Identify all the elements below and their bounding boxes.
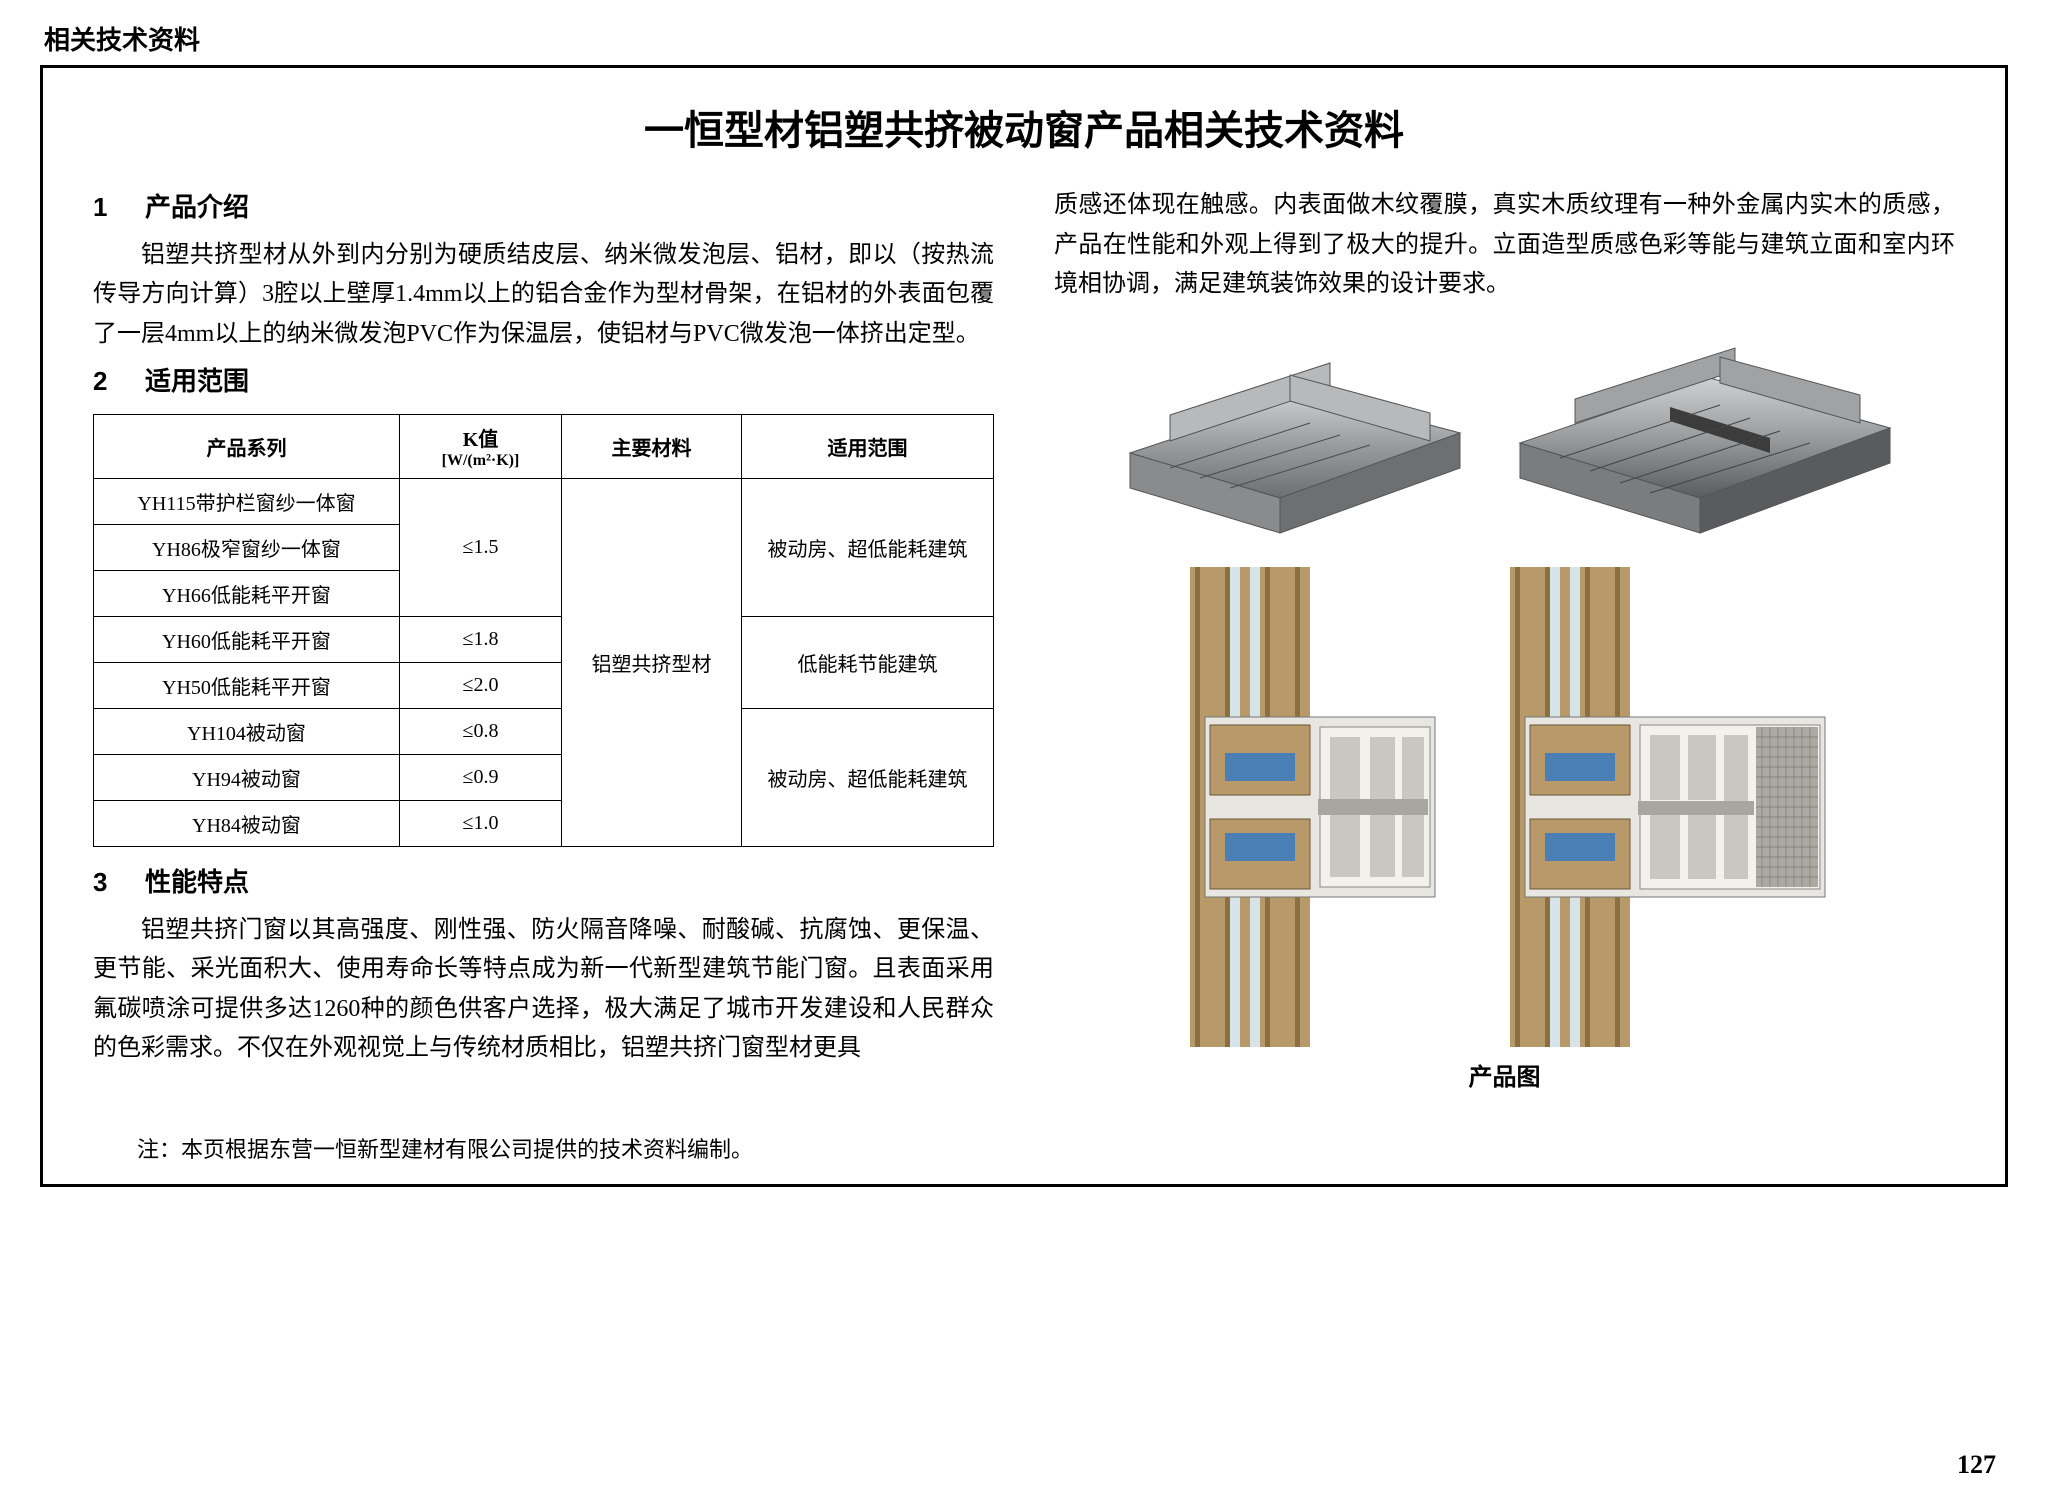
section-2-title: 适用范围 xyxy=(145,366,249,396)
cell-scope: 被动房、超低能耗建筑 xyxy=(742,478,994,616)
profile-render-1-icon xyxy=(1110,323,1480,543)
cell-name: YH104被动窗 xyxy=(94,708,400,754)
window-cross-section-1-icon xyxy=(1170,567,1470,1047)
product-scope-table: 产品系列 K值 [W/(m²·K)] 主要材料 适用范围 YH115带护栏窗纱一… xyxy=(93,414,994,847)
cell-name: YH86极窄窗纱一体窗 xyxy=(94,524,400,570)
th-kvalue: K值 [W/(m²·K)] xyxy=(400,414,562,478)
cell-k: ≤0.9 xyxy=(400,754,562,800)
cell-material: 铝塑共挤型材 xyxy=(562,478,742,846)
table-row: YH104被动窗 ≤0.8 被动房、超低能耗建筑 xyxy=(94,708,994,754)
cell-scope: 被动房、超低能耗建筑 xyxy=(742,708,994,846)
section-3-title: 性能特点 xyxy=(145,867,249,897)
section-1-title: 产品介绍 xyxy=(145,192,249,222)
cell-k: ≤1.8 xyxy=(400,616,562,662)
paragraph-1: 铝塑共挤型材从外到内分别为硬质结皮层、纳米微发泡层、铝材，即以（按热流传导方向计… xyxy=(93,236,994,355)
window-cross-section-2-icon xyxy=(1500,567,1840,1047)
cell-k: ≤2.0 xyxy=(400,662,562,708)
section-2-heading: 2 适用范围 xyxy=(93,360,994,404)
figure-caption: 产品图 xyxy=(1054,1057,1955,1092)
cell-k: ≤1.5 xyxy=(400,478,562,616)
profile-renders-row xyxy=(1054,323,1955,543)
section-3-heading: 3 性能特点 xyxy=(93,861,994,905)
document-title: 一恒型材铝塑共挤被动窗产品相关技术资料 xyxy=(93,98,1955,156)
cell-name: YH84被动窗 xyxy=(94,800,400,846)
cell-scope: 低能耗节能建筑 xyxy=(742,616,994,708)
section-3-number: 3 xyxy=(93,861,139,904)
cell-name: YH50低能耗平开窗 xyxy=(94,662,400,708)
cell-name: YH60低能耗平开窗 xyxy=(94,616,400,662)
cell-name: YH94被动窗 xyxy=(94,754,400,800)
table-row: YH115带护栏窗纱一体窗 ≤1.5 铝塑共挤型材 被动房、超低能耗建筑 xyxy=(94,478,994,524)
cell-k: ≤0.8 xyxy=(400,708,562,754)
header-category-label: 相关技术资料 xyxy=(40,20,2008,57)
page-number: 127 xyxy=(1957,1450,1996,1480)
cell-name: YH115带护栏窗纱一体窗 xyxy=(94,478,400,524)
table-header-row: 产品系列 K值 [W/(m²·K)] 主要材料 适用范围 xyxy=(94,414,994,478)
section-1-heading: 1 产品介绍 xyxy=(93,186,994,230)
table-row: YH60低能耗平开窗 ≤1.8 低能耗节能建筑 xyxy=(94,616,994,662)
cell-k: ≤1.0 xyxy=(400,800,562,846)
th-material: 主要材料 xyxy=(562,414,742,478)
th-kvalue-b: [W/(m²·K)] xyxy=(406,452,555,470)
paragraph-right-continuation: 质感还体现在触感。内表面做木纹覆膜，真实木质纹理有一种外金属内实木的质感，产品在… xyxy=(1054,186,1955,305)
paragraph-3: 铝塑共挤门窗以其高强度、刚性强、防火隔音降噪、耐酸碱、抗腐蚀、更保温、更节能、采… xyxy=(93,911,994,1069)
th-series: 产品系列 xyxy=(94,414,400,478)
section-2-number: 2 xyxy=(93,360,139,403)
cross-section-row xyxy=(1054,567,1955,1047)
source-footnote: 注：本页根据东营一恒新型建材有限公司提供的技术资料编制。 xyxy=(93,1132,1955,1164)
cell-name: YH66低能耗平开窗 xyxy=(94,570,400,616)
page-frame: 一恒型材铝塑共挤被动窗产品相关技术资料 1 产品介绍 铝塑共挤型材从外到内分别为… xyxy=(40,65,2008,1187)
left-column: 1 产品介绍 铝塑共挤型材从外到内分别为硬质结皮层、纳米微发泡层、铝材，即以（按… xyxy=(93,186,994,1092)
th-scope: 适用范围 xyxy=(742,414,994,478)
section-1-number: 1 xyxy=(93,186,139,229)
profile-render-2-icon xyxy=(1510,323,1900,543)
two-column-layout: 1 产品介绍 铝塑共挤型材从外到内分别为硬质结皮层、纳米微发泡层、铝材，即以（按… xyxy=(93,186,1955,1092)
right-column: 质感还体现在触感。内表面做木纹覆膜，真实木质纹理有一种外金属内实木的质感，产品在… xyxy=(1054,186,1955,1092)
th-kvalue-a: K值 xyxy=(463,429,499,451)
